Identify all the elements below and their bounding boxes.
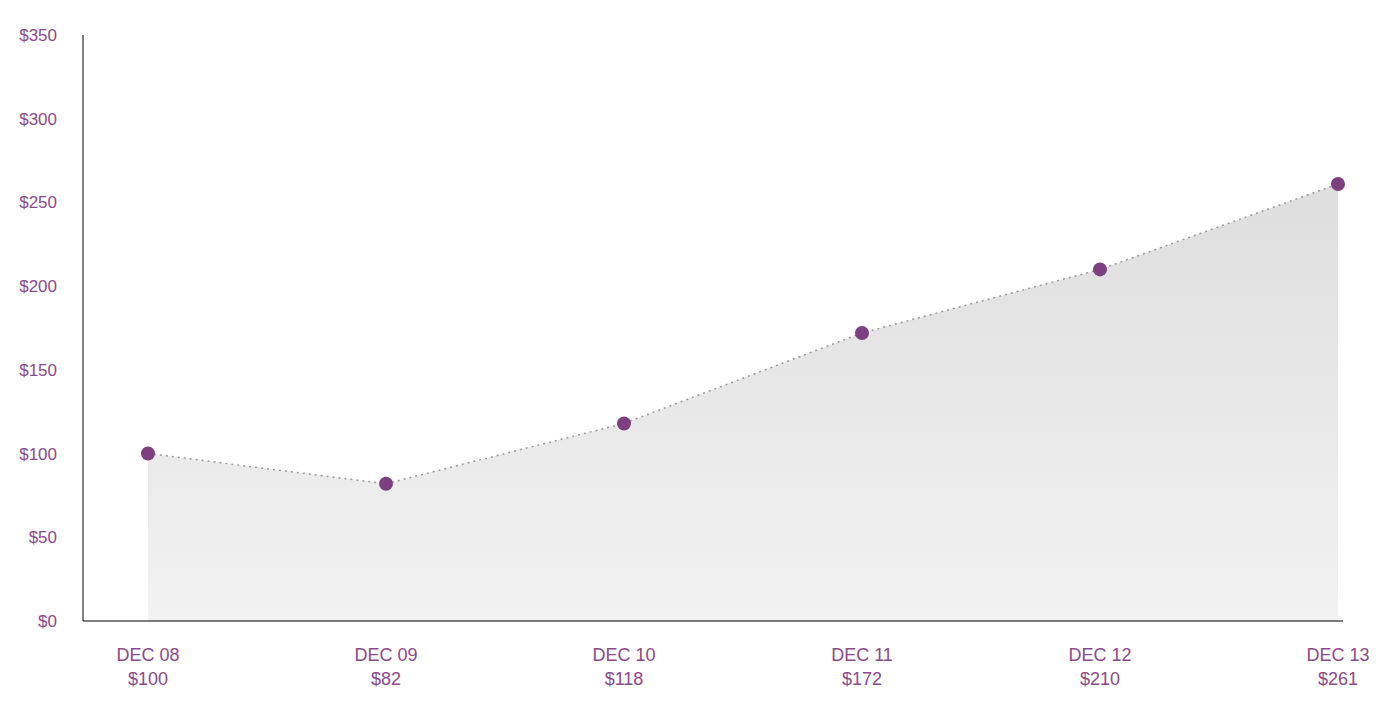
svg-text:$0: $0 xyxy=(38,612,57,631)
svg-text:$300: $300 xyxy=(19,110,57,129)
svg-text:$150: $150 xyxy=(19,361,57,380)
svg-text:$100: $100 xyxy=(19,445,57,464)
svg-text:$350: $350 xyxy=(19,26,57,45)
svg-text:DEC 13$261: DEC 13$261 xyxy=(1306,645,1369,689)
svg-text:DEC 09$82: DEC 09$82 xyxy=(354,645,417,689)
svg-text:$200: $200 xyxy=(19,277,57,296)
svg-text:DEC 12$210: DEC 12$210 xyxy=(1068,645,1131,689)
svg-text:DEC 08$100: DEC 08$100 xyxy=(116,645,179,689)
svg-text:$250: $250 xyxy=(19,193,57,212)
svg-text:DEC 10$118: DEC 10$118 xyxy=(592,645,655,689)
svg-text:$50: $50 xyxy=(29,528,57,547)
svg-text:DEC 11$172: DEC 11$172 xyxy=(831,645,893,689)
